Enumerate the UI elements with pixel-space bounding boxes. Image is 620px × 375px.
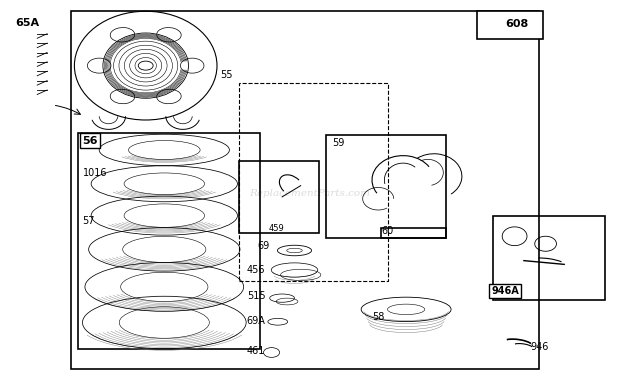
Text: 59: 59	[332, 138, 344, 147]
Bar	[477, 11, 542, 39]
Text: 461: 461	[247, 346, 265, 355]
Text: 946A: 946A	[492, 286, 519, 296]
Text: 65A: 65A	[16, 18, 40, 27]
Bar	[239, 82, 388, 281]
Bar	[239, 161, 319, 232]
Text: 56: 56	[82, 136, 97, 146]
Text: 459: 459	[268, 224, 284, 233]
Text: 69A: 69A	[247, 316, 265, 326]
Bar	[493, 216, 604, 300]
Text: 456: 456	[247, 265, 265, 275]
Text: 57: 57	[82, 216, 95, 226]
Text: 515: 515	[247, 291, 265, 301]
Text: 608: 608	[505, 20, 528, 29]
Text: 55: 55	[220, 70, 232, 80]
Text: 1016: 1016	[82, 168, 107, 177]
Text: 69: 69	[257, 241, 270, 250]
Bar	[71, 11, 539, 369]
Bar	[78, 133, 260, 349]
Text: ReplacementParts.com: ReplacementParts.com	[249, 189, 371, 198]
Bar	[326, 135, 446, 238]
Bar	[381, 228, 446, 238]
Text: 60: 60	[381, 226, 394, 236]
Text: 946: 946	[530, 342, 549, 352]
Text: 58: 58	[372, 312, 384, 322]
